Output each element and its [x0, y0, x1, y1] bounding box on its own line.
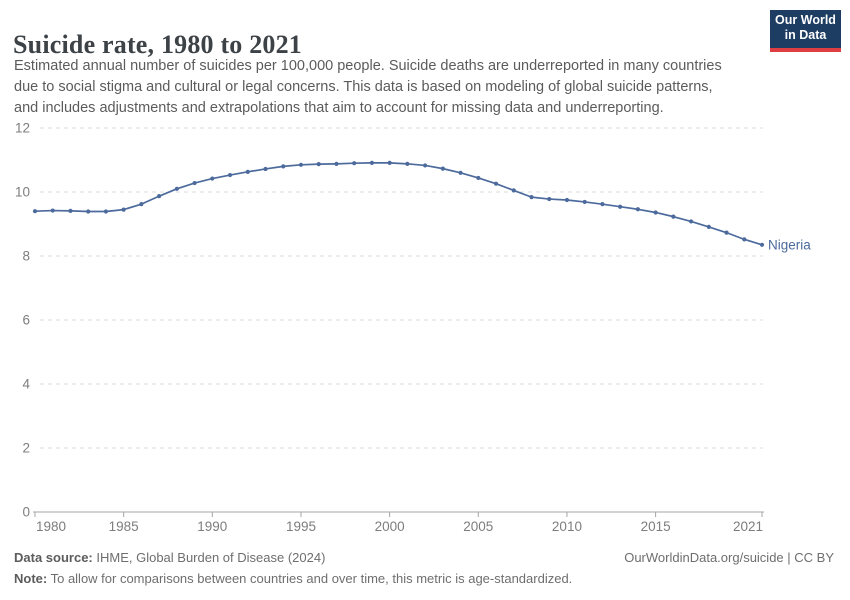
- subtitle-line: and includes adjustments and extrapolati…: [14, 100, 664, 116]
- series-line-nigeria[interactable]: [34, 162, 763, 246]
- note-value: To allow for comparisons between countri…: [47, 571, 573, 586]
- data-point-marker[interactable]: [724, 230, 729, 235]
- data-point-marker[interactable]: [316, 162, 321, 167]
- data-point-marker[interactable]: [476, 175, 481, 181]
- page-title: Suicide rate, 1980 to 2021: [13, 30, 303, 60]
- data-point-marker[interactable]: [32, 209, 38, 214]
- data-point-marker[interactable]: [493, 181, 499, 186]
- data-point-marker[interactable]: [227, 172, 233, 178]
- data-point-marker[interactable]: [334, 161, 339, 166]
- y-axis-tick-label: 8: [22, 249, 30, 264]
- y-axis-tick-label: 2: [22, 441, 30, 456]
- data-point-marker[interactable]: [405, 161, 410, 166]
- entity-label-nigeria[interactable]: Nigeria: [768, 237, 811, 252]
- footer-source-row: Data source: IHME, Global Burden of Dise…: [14, 547, 834, 568]
- data-point-marker[interactable]: [600, 202, 605, 207]
- data-point-marker[interactable]: [352, 161, 357, 166]
- data-point-marker[interactable]: [458, 170, 463, 175]
- owid-logo-text-line2: in Data: [784, 28, 827, 42]
- data-point-marker[interactable]: [742, 237, 747, 242]
- data-point-marker[interactable]: [86, 209, 91, 214]
- x-axis-tick-label: 1985: [109, 519, 139, 534]
- data-point-marker[interactable]: [511, 188, 516, 193]
- chart-subtitle: Estimated annual number of suicides per …: [14, 56, 722, 119]
- data-point-marker[interactable]: [157, 194, 162, 199]
- data-point-marker[interactable]: [635, 207, 640, 212]
- data-source-value: IHME, Global Burden of Disease (2024): [92, 550, 326, 565]
- y-axis-tick-label: 6: [22, 313, 30, 328]
- y-axis-tick-label: 12: [15, 121, 30, 136]
- data-point-marker[interactable]: [174, 186, 179, 191]
- data-point-marker[interactable]: [653, 210, 658, 215]
- data-point-marker[interactable]: [192, 180, 197, 186]
- owid-logo-text-line1: Our World: [775, 13, 836, 27]
- data-point-marker[interactable]: [245, 169, 250, 174]
- x-axis-tick-label: 1980: [36, 519, 66, 534]
- data-point-marker[interactable]: [50, 208, 55, 213]
- data-point-marker[interactable]: [671, 214, 676, 219]
- data-point-marker[interactable]: [547, 196, 552, 202]
- x-axis-tick-label: 2000: [375, 519, 405, 534]
- footer-note-row: Note: To allow for comparisons between c…: [14, 568, 834, 589]
- x-axis-tick-label: 1995: [286, 519, 316, 534]
- data-point-marker[interactable]: [688, 219, 694, 224]
- x-axis-tick-label: 2010: [552, 519, 582, 534]
- data-point-marker[interactable]: [529, 195, 534, 200]
- data-point-marker[interactable]: [281, 164, 286, 169]
- x-axis-tick-label: 1990: [197, 519, 227, 534]
- note-label: Note:: [14, 571, 48, 586]
- data-point-marker[interactable]: [759, 242, 765, 247]
- data-point-marker[interactable]: [210, 176, 215, 181]
- data-point-marker[interactable]: [298, 162, 304, 167]
- data-point-marker[interactable]: [121, 207, 126, 212]
- data-point-marker[interactable]: [582, 199, 587, 205]
- data-point-marker[interactable]: [564, 197, 570, 203]
- data-point-marker[interactable]: [369, 160, 375, 165]
- x-axis-tick-label: 2005: [463, 519, 493, 534]
- x-axis-tick-label: 2015: [641, 519, 671, 534]
- y-axis-tick-label: 0: [22, 505, 30, 520]
- data-source-text: Data source: IHME, Global Burden of Dise…: [14, 547, 325, 568]
- data-point-marker[interactable]: [139, 202, 144, 207]
- y-axis-tick-label: 4: [22, 377, 30, 392]
- data-point-marker[interactable]: [263, 166, 268, 172]
- chart-footer: Data source: IHME, Global Burden of Dise…: [14, 547, 834, 589]
- data-point-marker[interactable]: [706, 224, 711, 229]
- data-point-marker[interactable]: [387, 160, 392, 165]
- data-point-marker[interactable]: [618, 204, 623, 209]
- subtitle-line: Estimated annual number of suicides per …: [14, 58, 722, 74]
- data-point-marker[interactable]: [422, 163, 428, 168]
- data-point-marker[interactable]: [440, 166, 445, 171]
- owid-url-link[interactable]: OurWorldinData.org/suicide | CC BY: [624, 550, 834, 565]
- data-source-label: Data source:: [14, 550, 93, 565]
- x-axis-tick-label: 2021: [733, 519, 763, 534]
- data-point-marker[interactable]: [103, 209, 109, 214]
- data-point-marker[interactable]: [68, 208, 73, 213]
- owid-logo[interactable]: Our World in Data: [770, 10, 841, 52]
- y-axis-tick-label: 10: [15, 185, 30, 200]
- subtitle-line: due to social stigma and cultural or leg…: [14, 79, 713, 95]
